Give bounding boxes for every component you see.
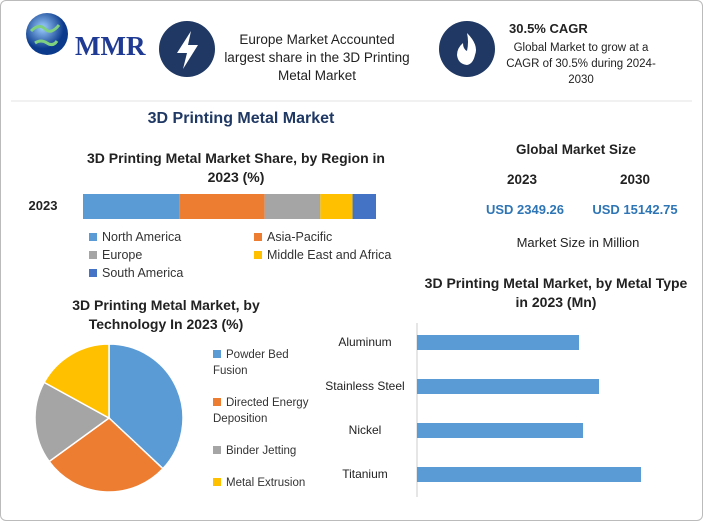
legend-swatch (254, 233, 262, 241)
legend-entry: Asia-Pacific (254, 230, 332, 244)
bar-segment (83, 194, 180, 219)
legend-label: Europe (102, 248, 143, 262)
size-note: Market Size in Million (516, 235, 640, 250)
highlight-text: Europe Market Accounted largest share in… (224, 32, 410, 83)
legend-entry: Europe (89, 248, 142, 262)
legend-label: Binder Jetting (226, 445, 297, 457)
bar-segment (264, 194, 321, 219)
bar (417, 335, 579, 350)
legend-swatch (254, 251, 262, 259)
bar-segment (179, 194, 265, 219)
legend-entry: South America (89, 266, 183, 280)
legend-swatch (213, 398, 221, 406)
icon-flame (457, 33, 476, 65)
bar-segment (320, 194, 353, 219)
bar (417, 423, 583, 438)
legend-entry: Powder Bed Fusion (213, 347, 323, 379)
size-value: USD 2349.26 (485, 202, 565, 217)
y-tick-label: Stainless Steel (325, 379, 405, 393)
legend-swatch (89, 251, 97, 259)
legend-label: Asia-Pacific (267, 230, 333, 244)
legend-entry: Middle East and Africa (254, 248, 391, 262)
legend-swatch (213, 350, 221, 358)
icon-bolt (177, 31, 198, 69)
legend-label: Middle East and Africa (267, 248, 392, 262)
size-title: Global Market Size (515, 142, 637, 157)
bar-segment (352, 194, 376, 219)
chart-title: 3D Printing Metal Market, by Technology … (72, 297, 260, 332)
legend-swatch (213, 478, 221, 486)
logo-land (29, 24, 61, 47)
size-year: 2030 (619, 172, 651, 187)
logo-globe (26, 13, 68, 55)
y-tick-label: 2023 (28, 198, 58, 213)
pie-slice (43, 343, 110, 420)
y-tick-label: Titanium (342, 467, 388, 481)
legend-swatch (89, 269, 97, 277)
cagr-text: Global Market to grow at a CAGR of 30.5%… (506, 42, 656, 86)
legend-label: Directed Energy Deposition (213, 397, 309, 425)
size-year: 2023 (506, 172, 538, 187)
y-tick-label: Aluminum (338, 335, 392, 349)
pie-slice (108, 343, 184, 470)
logo-text: MMR (75, 31, 146, 61)
legend-entry: Directed Energy Deposition (213, 395, 323, 427)
main-title: 3D Printing Metal Market (147, 110, 335, 127)
legend-label: Powder Bed Fusion (213, 349, 289, 377)
legend-swatch (213, 446, 221, 454)
legend-entry: Metal Extrusion (213, 475, 323, 491)
legend-label: Metal Extrusion (226, 477, 306, 489)
legend-entry: Binder Jetting (213, 443, 323, 459)
icon-flame-bg (439, 21, 495, 77)
y-tick-label: Nickel (348, 423, 382, 437)
bar (417, 467, 641, 482)
legend-label: North America (102, 230, 182, 244)
bar (417, 379, 599, 394)
chart-title: 3D Printing Metal Market Share, by Regio… (87, 150, 385, 185)
legend-entry: North America (89, 230, 181, 244)
chart-title: 3D Printing Metal Market, by Metal Type … (424, 275, 688, 310)
cagr-title: 30.5% CAGR (509, 21, 588, 36)
legend-label: South America (102, 266, 184, 280)
pie-slice (48, 417, 165, 493)
size-value: USD 15142.75 (592, 202, 678, 217)
legend-swatch (89, 233, 97, 241)
pie-slice (34, 381, 111, 463)
